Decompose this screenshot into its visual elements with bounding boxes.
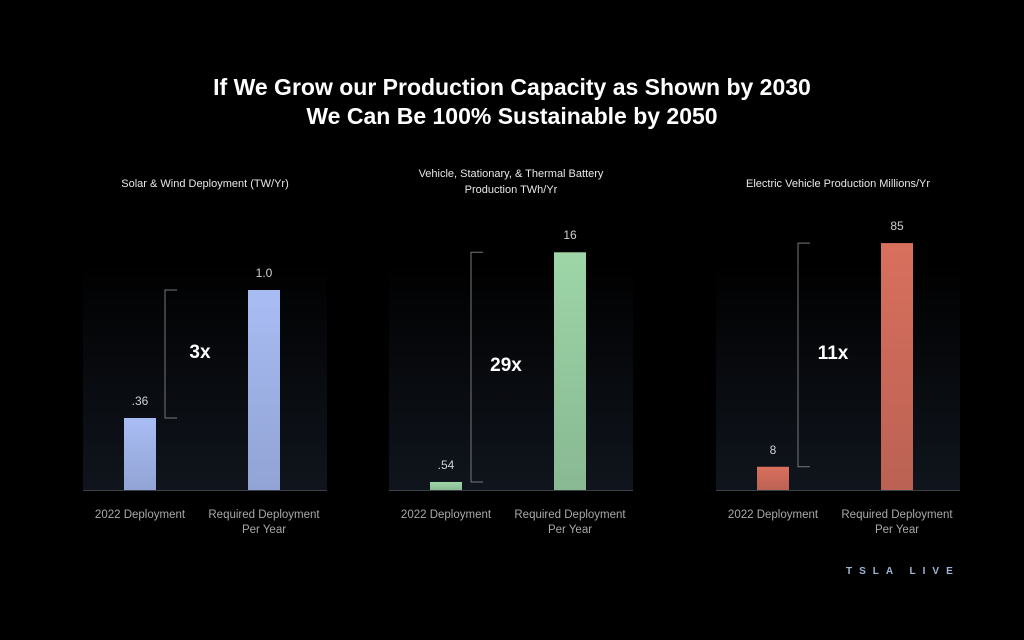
value-label: .36	[131, 394, 149, 408]
value-label: .54	[437, 457, 455, 472]
bar	[124, 418, 156, 490]
bar	[881, 243, 913, 490]
bracket	[470, 251, 483, 483]
annotation: 3x	[189, 342, 211, 363]
plot-panel	[83, 262, 327, 490]
x-tick-label: Required Deployment Per Year	[514, 509, 626, 536]
x-tick-label: 2022 Deployment	[400, 509, 492, 521]
slide-title: We Can Be 100% Sustainable by 2050	[306, 103, 718, 129]
x-tick-label: Required Deployment Per Year	[841, 509, 953, 536]
annotation: 29x	[490, 355, 522, 377]
value-label: 1.0	[255, 266, 273, 280]
value-label: 16	[563, 228, 577, 243]
slide-title: If We Grow our Production Capacity as Sh…	[213, 74, 811, 100]
value-label: 85	[890, 219, 904, 234]
chart-title: Vehicle, Stationary, & Thermal Battery P…	[418, 168, 604, 196]
bar	[757, 466, 789, 490]
bar	[248, 290, 280, 490]
x-tick-label: 2022 Deployment	[94, 509, 186, 521]
x-tick-label: Required Deployment Per Year	[208, 509, 320, 536]
x-tick-label: 2022 Deployment	[727, 509, 819, 521]
chart-title: Solar & Wind Deployment (TW/Yr)	[121, 178, 289, 190]
plot-panel	[716, 262, 960, 490]
annotation: 11x	[817, 342, 849, 364]
bar	[554, 252, 586, 490]
bar	[430, 481, 462, 490]
logo: TSLA LIVE	[846, 566, 960, 577]
plot-panel	[389, 262, 633, 490]
chart-title: Electric Vehicle Production Millions/Yr	[745, 178, 931, 190]
value-label: 8	[769, 442, 777, 457]
bracket	[797, 242, 810, 468]
bracket	[164, 289, 177, 419]
